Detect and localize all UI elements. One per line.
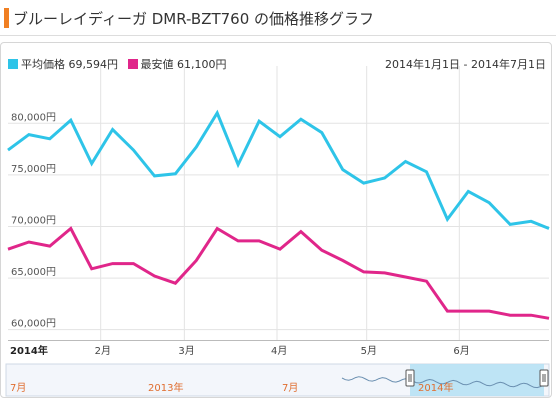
y-tick-label: 80,000円 [11, 112, 56, 123]
legend: 平均価格 69,594円 最安値 61,100円 [8, 56, 233, 72]
navigator-label: 2013年 [148, 381, 183, 394]
x-tick-label: 2014年 [10, 344, 48, 357]
date-range: 2014年1月1日 - 2014年7月1日 [385, 58, 546, 71]
navigator-label: 2014年 [418, 381, 453, 394]
y-tick-label: 65,000円 [11, 267, 56, 278]
chart-panel [0, 42, 552, 398]
navigator-handle-left[interactable] [405, 369, 415, 387]
title-accent-bar [4, 8, 9, 28]
navigator-handle-left-body [405, 369, 415, 387]
navigator-label: 7月 [10, 382, 26, 394]
series-line-average [7, 109, 550, 230]
legend-label-average: 平均価格 69,594円 [21, 58, 118, 71]
legend-item-average[interactable]: 平均価格 69,594円 [8, 56, 118, 72]
navigator-trend-line [341, 376, 545, 389]
series-line-lowest [7, 226, 550, 320]
x-tick-label: 5月 [361, 345, 377, 357]
y-tick-label: 60,000円 [11, 319, 56, 330]
y-tick-label: 70,000円 [11, 215, 56, 226]
x-tick-label: 6月 [453, 345, 469, 357]
chart-title: ブルーレイディーガ DMR-BZT760 の価格推移グラフ [13, 10, 375, 28]
y-tick-label: 75,000円 [11, 164, 56, 175]
legend-swatch-lowest [127, 59, 138, 69]
legend-label-lowest: 最安値 61,100円 [140, 58, 227, 71]
x-tick-label: 3月 [178, 345, 194, 357]
header-divider [0, 35, 556, 36]
x-tick-label: 4月 [271, 345, 287, 357]
x-tick-label: 2月 [95, 345, 111, 357]
legend-item-lowest[interactable]: 最安値 61,100円 [127, 56, 227, 72]
legend-swatch-average [8, 59, 18, 69]
navigator-label: 7月 [282, 382, 298, 394]
navigator-handle-right[interactable] [539, 369, 549, 387]
chart-header: ブルーレイディーガ DMR-BZT760 の価格推移グラフ [0, 0, 556, 36]
navigator-handle-right-body [539, 369, 549, 387]
